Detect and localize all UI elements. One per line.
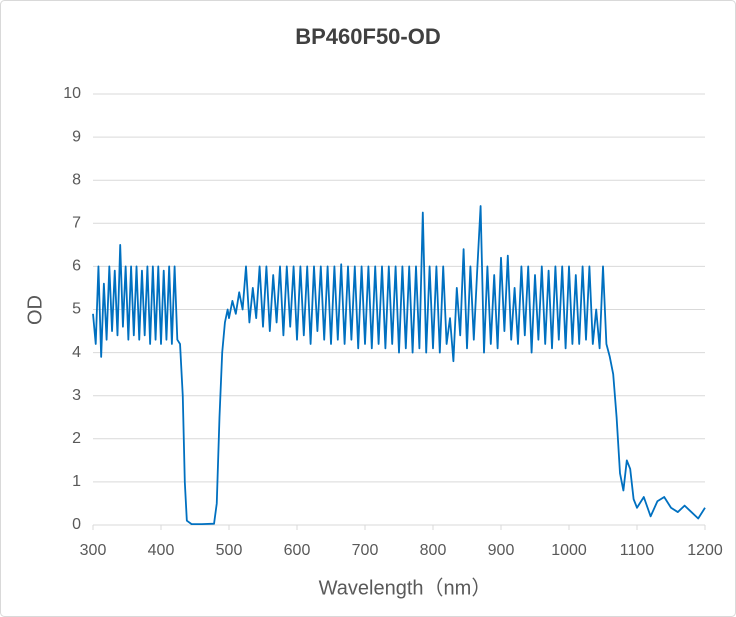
- chart-title: BP460F50-OD: [295, 24, 441, 49]
- x-tick-label: 1000: [551, 542, 587, 559]
- y-tick-label: 10: [63, 85, 81, 102]
- x-tick-label: 700: [352, 542, 379, 559]
- y-tick-label: 4: [72, 344, 81, 361]
- y-tick-label: 1: [72, 473, 81, 490]
- x-tick-label: 1100: [620, 542, 655, 559]
- y-tick-label: 3: [72, 387, 81, 404]
- y-tick-label: 8: [72, 171, 81, 188]
- y-tick-label: 9: [72, 128, 81, 145]
- x-tick-label: 900: [488, 542, 515, 559]
- y-tick-label: 7: [72, 215, 81, 232]
- y-tick-label: 0: [72, 516, 81, 533]
- x-tick-label: 1200: [687, 542, 723, 559]
- x-tick-label: 300: [80, 542, 107, 559]
- x-axis-label: Wavelength（nm）: [319, 576, 492, 599]
- y-tick-label: 5: [72, 301, 81, 318]
- y-tick-label: 2: [72, 430, 81, 447]
- x-tick-label: 800: [420, 542, 447, 559]
- y-tick-label: 6: [72, 258, 81, 275]
- x-tick-label: 600: [284, 542, 311, 559]
- y-axis-label: OD: [24, 295, 46, 325]
- data-line: [92, 205, 706, 526]
- x-tick-label: 500: [216, 542, 243, 559]
- x-tick-label: 400: [148, 542, 175, 559]
